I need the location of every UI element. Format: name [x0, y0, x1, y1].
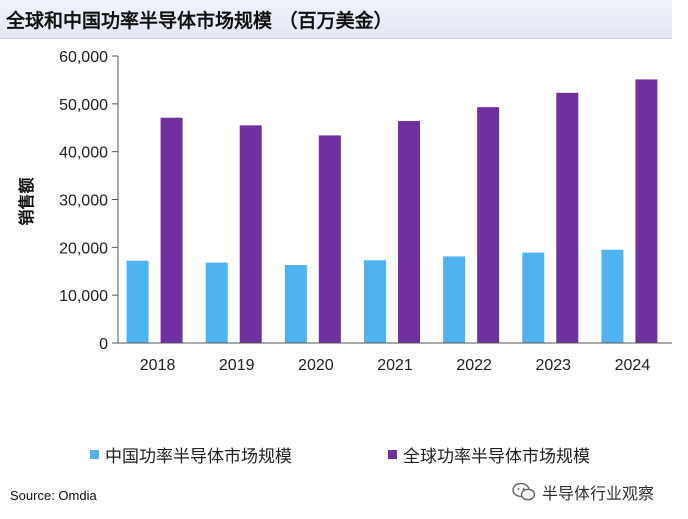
title-bar: 全球和中国功率半导体市场规模 （百万美金）	[0, 0, 672, 39]
bar-china-2020	[284, 265, 307, 343]
x-tick-label: 2024	[615, 357, 651, 374]
bar-china-2019	[205, 262, 228, 343]
bar-global-2022	[477, 107, 500, 343]
bar-global-2024	[635, 79, 658, 344]
bar-global-2020	[318, 135, 341, 343]
x-tick-label: 2019	[219, 357, 255, 374]
legend-label-china: 中国功率半导体市场规模	[105, 446, 292, 467]
y-tick-label: 50,000	[59, 97, 108, 114]
chart-title: 全球和中国功率半导体市场规模 （百万美金）	[6, 10, 393, 32]
legend-label-global: 全球功率半导体市场规模	[403, 446, 590, 467]
y-tick-label: 0	[99, 336, 108, 353]
bar-china-2023	[522, 252, 545, 343]
y-axis-label: 销售额	[17, 177, 36, 225]
y-tick-label: 20,000	[59, 240, 108, 257]
bar-china-2018	[126, 260, 149, 343]
x-tick-label: 2020	[298, 357, 334, 374]
y-tick-label: 30,000	[59, 193, 108, 210]
y-tick-label: 10,000	[59, 288, 108, 305]
bar-chart: 0 10,000 20,000 30,000 40,000 50,000 60,000 销售额…	[17, 49, 672, 374]
legend-item-china: 中国功率半导体市场规模	[90, 444, 292, 467]
bar-global-2018	[160, 117, 183, 343]
legend-swatch-global	[388, 449, 397, 459]
bar-china-2024	[601, 249, 624, 343]
source-note: Source: Omdia	[10, 488, 97, 503]
watermark-text: 半导体行业观察	[542, 484, 655, 503]
x-tick-label: 2023	[535, 357, 571, 374]
bar-global-2019	[239, 125, 262, 343]
x-tick-label: 2021	[377, 357, 413, 374]
y-tick-label: 40,000	[59, 145, 108, 162]
x-tick-label: 2018	[140, 357, 176, 374]
y-tick-label: 60,000	[59, 49, 108, 66]
wechat-icon	[512, 482, 536, 501]
watermark: 半导体行业观察	[512, 480, 654, 504]
legend-swatch-china	[90, 449, 99, 459]
bar-china-2021	[364, 260, 386, 343]
bar-china-2022	[443, 256, 466, 343]
x-tick-label: 2022	[456, 357, 492, 374]
bar-global-2023	[556, 92, 579, 343]
bar-global-2021	[398, 121, 420, 343]
legend-item-global: 全球功率半导体市场规模	[388, 444, 590, 467]
